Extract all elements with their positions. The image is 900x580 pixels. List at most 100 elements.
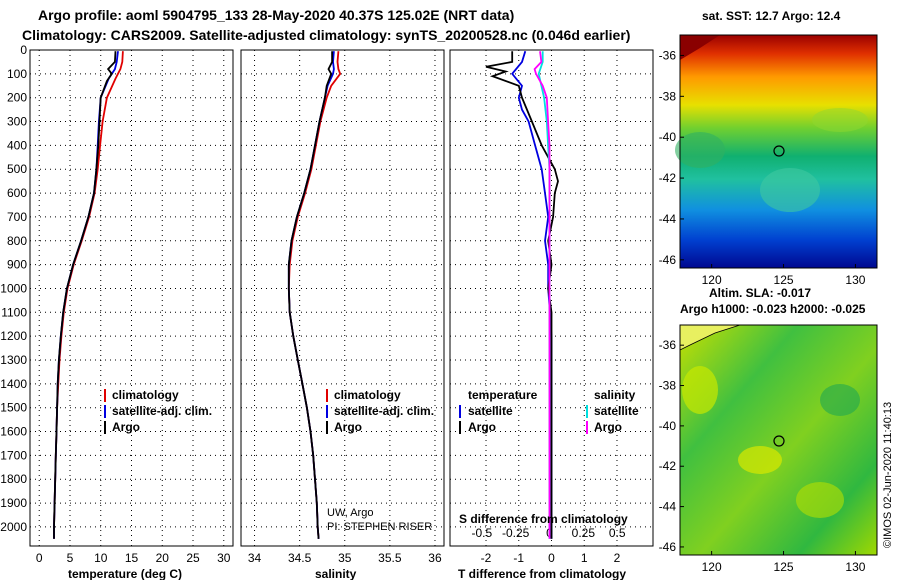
legend-salinity-heading: salinity: [594, 388, 636, 402]
depth-tick-label: 800: [7, 234, 27, 248]
x-tick-label: 35.5: [378, 551, 402, 565]
temperature-legend: climatology satellite-adj. clim. Argo: [104, 388, 212, 434]
grid-lines: [30, 49, 653, 546]
map-y-tick-label: -36: [659, 48, 677, 62]
sla-map-subtitle: Argo h1000: -0.023 h2000: -0.025: [680, 302, 866, 316]
sst-eddy: [812, 108, 868, 132]
sst-map-frame: [679, 34, 878, 269]
x-tick-label: 10: [94, 551, 108, 565]
salinity-panel: [240, 49, 445, 547]
legend-climatology: climatology: [334, 388, 401, 402]
x-tick-label: 1: [581, 551, 588, 565]
float-location-marker: [773, 435, 785, 447]
map-y-tick-label: -42: [659, 171, 677, 185]
map-y-tick-label: -40: [659, 130, 677, 144]
depth-tick-label: 300: [7, 115, 27, 129]
series-line-salinity-argo: [533, 51, 551, 539]
sla-map-title: Altim. SLA: -0.017: [709, 286, 811, 300]
figure-title-line2: Climatology: CARS2009. Satellite-adjuste…: [22, 27, 630, 43]
difference-legend: temperature salinity satellite Argo sate…: [459, 388, 639, 434]
map-y-tick-label: -42: [659, 459, 677, 473]
s-tick-label: 0.5: [609, 526, 626, 540]
map-y-tick-label: -36: [659, 338, 677, 352]
map-x-tick-label: 120: [702, 560, 722, 574]
sst-map-ticks: 120 125 130 -36 -38 -40 -42 -44 -46: [659, 48, 866, 287]
float-location-marker: [773, 145, 785, 157]
s-tick-label: 0.25: [572, 526, 596, 540]
x-tick-label: 30: [217, 551, 231, 565]
depth-tick-label: 200: [7, 91, 27, 105]
series-line-climatology: [53, 51, 124, 539]
x-tick-label: 34.5: [288, 551, 312, 565]
series-line-satellite-adj-clim-: [53, 51, 119, 539]
depth-tick-label: 1000: [0, 281, 27, 295]
s-tick-label: -0.5: [471, 526, 492, 540]
sla-anomaly: [796, 482, 844, 518]
depth-tick-label: 1500: [0, 401, 27, 415]
imos-credit: ©IMOS 02-Jun-2020 11:40:13: [882, 402, 894, 548]
temperature-panel: [29, 49, 234, 547]
figure-title-line1: Argo profile: aoml 5904795_133 28-May-20…: [38, 7, 514, 23]
map-x-tick-label: 125: [774, 560, 794, 574]
map-x-tick-label: 125: [774, 273, 794, 287]
x-tick-label: -2: [481, 551, 492, 565]
depth-tick-label: 500: [7, 162, 27, 176]
depth-tick-label: 1400: [0, 377, 27, 391]
s-tick-label: -0.25: [502, 526, 530, 540]
salinity-xlabel: salinity: [315, 567, 357, 580]
sla-map: [679, 324, 878, 556]
sla-map-image: [680, 325, 877, 555]
sla-anomaly: [738, 446, 782, 474]
sla-map-frame: [679, 324, 878, 556]
difference-xlabel: T difference from climatology: [458, 567, 626, 580]
legend-argo: Argo: [334, 420, 362, 434]
x-tick-label: 15: [125, 551, 139, 565]
map-x-tick-label: 130: [845, 273, 865, 287]
depth-tick-label: 600: [7, 186, 27, 200]
series-line-argo: [287, 51, 334, 539]
depth-tick-label: 400: [7, 138, 27, 152]
credit-institution: UW, Argo: [327, 507, 373, 519]
series-line-temperature-argo: [485, 51, 559, 539]
legend-t-satellite: satellite: [468, 404, 513, 418]
legend-s-satellite: satellite: [594, 404, 639, 418]
map-x-tick-label: 120: [702, 273, 722, 287]
depth-tick-label: 1600: [0, 425, 27, 439]
depth-tick-label: 1800: [0, 472, 27, 486]
depth-tick-label: 1100: [1, 305, 27, 319]
map-y-tick-label: -46: [659, 253, 677, 267]
sla-anomaly: [820, 384, 860, 416]
s-difference-label: S difference from climatology: [459, 512, 628, 526]
depth-tick-label: 100: [7, 67, 27, 81]
legend-s-argo: Argo: [594, 420, 622, 434]
sla-map-ticks: 120 125 130 -36 -38 -40 -42 -44 -46: [659, 338, 866, 574]
map-y-tick-label: -44: [659, 500, 677, 514]
depth-tick-label: 1900: [0, 496, 27, 510]
depth-tick-label: 0: [20, 43, 27, 57]
x-tick-label: 36: [428, 551, 442, 565]
depth-tick-label: 1300: [0, 353, 27, 367]
x-tick-label: 5: [67, 551, 74, 565]
x-tick-label: 2: [614, 551, 621, 565]
legend-satellite-adj: satellite-adj. clim.: [112, 404, 212, 418]
map-y-tick-label: -38: [659, 89, 677, 103]
x-tick-label: 20: [156, 551, 170, 565]
depth-tick-label: 1700: [0, 448, 27, 462]
sst-landmass: [680, 35, 720, 60]
legend-argo: Argo: [112, 420, 140, 434]
map-y-tick-label: -40: [659, 419, 677, 433]
sst-eddy: [760, 168, 820, 212]
sst-map: [675, 34, 878, 269]
x-tick-label: 34: [248, 551, 262, 565]
legend-temperature-heading: temperature: [468, 388, 538, 402]
x-tick-label: -1: [513, 551, 524, 565]
temperature-xlabel: temperature (deg C): [68, 567, 182, 580]
depth-tick-label: 1200: [0, 329, 27, 343]
x-tick-label: 25: [186, 551, 200, 565]
map-y-tick-label: -44: [659, 212, 677, 226]
map-y-tick-label: -38: [659, 379, 677, 393]
x-tick-label: 0: [548, 551, 555, 565]
tick-labels: 0 5 10 15 20 25 30 34 34.5 35 35.5 36 -2 -1 0 1 2 -0.5 -0.…: [0, 43, 626, 565]
